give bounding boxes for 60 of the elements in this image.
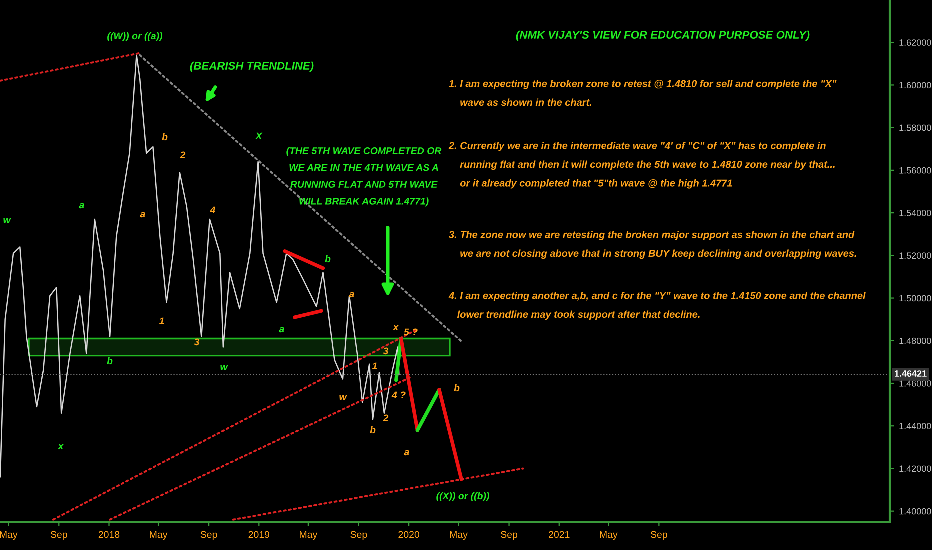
y-tick-label: 1.42000 bbox=[900, 466, 932, 472]
annotation: b bbox=[107, 357, 113, 365]
annotation: 3 bbox=[194, 338, 200, 346]
annotation: x bbox=[392, 325, 400, 331]
y-tick-label: 1.58000 bbox=[900, 124, 932, 132]
x-tick-label: May bbox=[0, 531, 18, 540]
annotation: a bbox=[404, 450, 410, 456]
annotation: b bbox=[454, 384, 460, 392]
annotation: b bbox=[325, 255, 331, 263]
y-tick-label: 1.56000 bbox=[900, 167, 932, 174]
annotation: 1. I am expecting the broken zone to retest @ 1.4810 for sell and complete the "X" wave as shown in the chart. bbox=[449, 80, 837, 106]
y-tick-label: 1.54000 bbox=[900, 210, 932, 216]
x-tick-label: 2021 bbox=[549, 531, 570, 538]
y-tick-label: 1.44000 bbox=[900, 423, 932, 430]
y-tick-label: 1.62000 bbox=[900, 40, 932, 46]
annotation: 1 bbox=[159, 318, 164, 325]
annotation: w bbox=[4, 218, 12, 224]
x-tick-label: Sep bbox=[50, 531, 68, 540]
y-tick-label: 1.40000 bbox=[900, 508, 932, 515]
annotation: 2. Currently we are in the intermediate wave "4' of "C" of "X" has to complete in running flat and then it will complete the 5th wave to 1.4810 zone near by that... or it already completed that "5"th wave @ the high 1.4771 bbox=[448, 142, 835, 189]
annotation: w bbox=[220, 365, 228, 371]
y-tick-label: 1.60000 bbox=[900, 82, 932, 89]
annotation: (BEARISH TRENDLINE) bbox=[190, 62, 314, 72]
annotation: 4. I am expecting another a,b, and c for the "Y" wave to the 1.4150 zone and the channel lower trendline may took support after that decline. bbox=[448, 292, 866, 320]
annotation: 2 bbox=[383, 414, 389, 422]
annotation: b bbox=[370, 426, 376, 434]
annotation: a bbox=[79, 203, 84, 209]
x-tick-label: 2019 bbox=[248, 531, 270, 538]
y-tick-label: 1.52000 bbox=[900, 252, 932, 260]
annotation: (THE 5TH WAVE COMPLETED OR WE ARE IN THE 4TH WAVE AS A RUNNING FLAT AND 5TH WAVE WILL BREAK AGAIN 1.4771) bbox=[286, 147, 442, 207]
annotation: X bbox=[255, 132, 263, 140]
annotation: 2 bbox=[180, 152, 186, 159]
x-tick-label: Sep bbox=[501, 531, 518, 540]
x-tick-label: Sep bbox=[650, 531, 668, 540]
y-tick-label: 1.48000 bbox=[900, 338, 932, 344]
x-tick-label: 2018 bbox=[98, 531, 120, 538]
annotation: b bbox=[162, 133, 168, 141]
annotation: 1 bbox=[372, 362, 378, 370]
y-tick-label: 1.50000 bbox=[900, 295, 932, 302]
x-tick-label: May bbox=[300, 531, 318, 540]
annotation: w bbox=[340, 395, 348, 401]
annotation: 3. The zone now we are retesting the broken major support as shown in the chart and we are not closing above that in strong BUY keep declining and overlapping waves. bbox=[449, 231, 856, 260]
annotation: a bbox=[140, 212, 146, 218]
annotation: ((W)) or ((a)) bbox=[108, 32, 163, 42]
annotation: 3 bbox=[383, 348, 389, 355]
x-tick-label: Sep bbox=[350, 531, 368, 540]
y-tick-label: 1.46000 bbox=[900, 380, 932, 387]
ref-line-label: 1.46421 bbox=[895, 370, 927, 377]
annotation: x bbox=[58, 444, 64, 450]
x-tick-label: May bbox=[600, 531, 618, 540]
annotation: 4 bbox=[210, 206, 216, 214]
annotation: a bbox=[349, 292, 354, 298]
x-tick-label: May bbox=[150, 531, 168, 540]
annotation: ((X)) or ((b)) bbox=[436, 492, 490, 502]
x-tick-label: 2020 bbox=[398, 531, 420, 538]
annotation: a bbox=[279, 327, 284, 333]
annotation: 4 ? bbox=[392, 392, 406, 399]
x-tick-label: May bbox=[450, 531, 468, 540]
x-tick-label: Sep bbox=[200, 531, 218, 540]
text: (NMK VIJAY'S VIEW FOR EDUCATION PURPOSE ONLY) bbox=[516, 30, 810, 42]
